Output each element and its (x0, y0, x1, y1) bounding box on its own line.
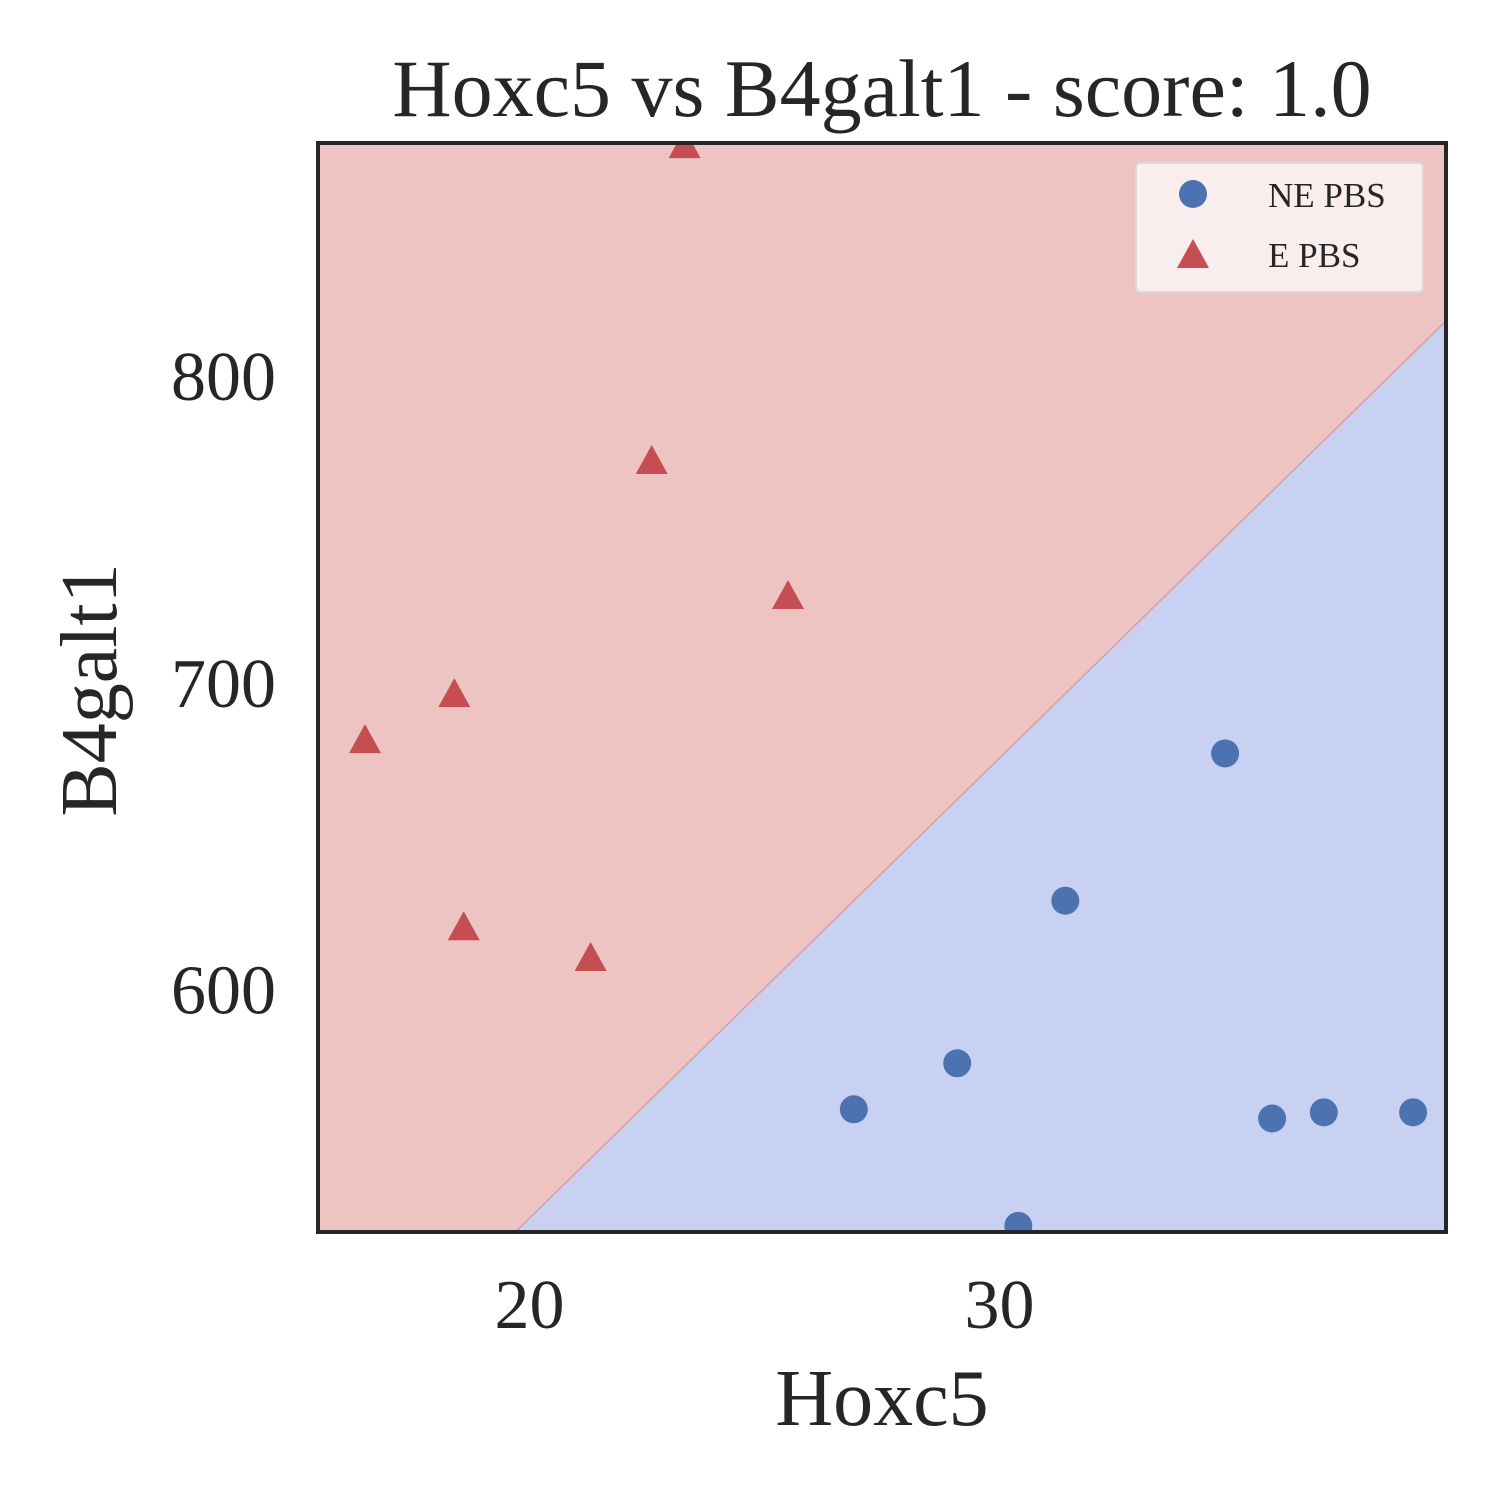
point-e-pbs-6 (772, 580, 804, 610)
chart-title: Hoxc5 vs B4galt1 - score: 1.0 (392, 43, 1371, 134)
point-ne-pbs-7 (1399, 1098, 1428, 1127)
point-e-pbs-1 (438, 678, 471, 708)
point-ne-pbs-4 (1211, 739, 1240, 768)
x-tick-label-20: 20 (495, 1267, 565, 1344)
y-tick-label-600: 600 (171, 953, 276, 1030)
point-ne-pbs-5 (1258, 1104, 1287, 1133)
legend: NE PBS E PBS (1135, 162, 1424, 293)
y-tick-label-800: 800 (171, 339, 276, 416)
x-axis-ticks: 20 30 (495, 1267, 1035, 1344)
y-axis-label: B4galt1 (46, 563, 134, 816)
legend-box (1135, 162, 1424, 293)
legend-marker-ne-pbs (1179, 180, 1207, 208)
y-tick-label-700: 700 (171, 646, 276, 723)
point-ne-pbs-0 (839, 1095, 868, 1124)
point-e-pbs-3 (574, 941, 607, 971)
point-e-pbs-2 (447, 911, 480, 941)
point-ne-pbs-6 (1309, 1098, 1338, 1127)
point-ne-pbs-1 (943, 1049, 972, 1078)
point-e-pbs-0 (349, 724, 381, 754)
y-axis-ticks: 600 700 800 (171, 339, 276, 1030)
point-ne-pbs-2 (1004, 1211, 1033, 1232)
decision-boundary (514, 320, 1446, 1232)
plot-area (318, 143, 1446, 1232)
point-e-pbs-4 (635, 445, 668, 475)
decision-regions (318, 143, 1446, 1232)
point-e-pbs-5 (668, 143, 701, 159)
plot-frame (316, 141, 1448, 1234)
x-tick-label-30: 30 (965, 1267, 1035, 1344)
legend-label-e-pbs: E PBS (1268, 236, 1360, 275)
legend-marker-e-pbs (1177, 239, 1209, 268)
point-ne-pbs-3 (1051, 886, 1080, 915)
legend-label-ne-pbs: NE PBS (1268, 176, 1386, 215)
data-points (349, 143, 1428, 1232)
x-axis-label: Hoxc5 (775, 1355, 988, 1443)
